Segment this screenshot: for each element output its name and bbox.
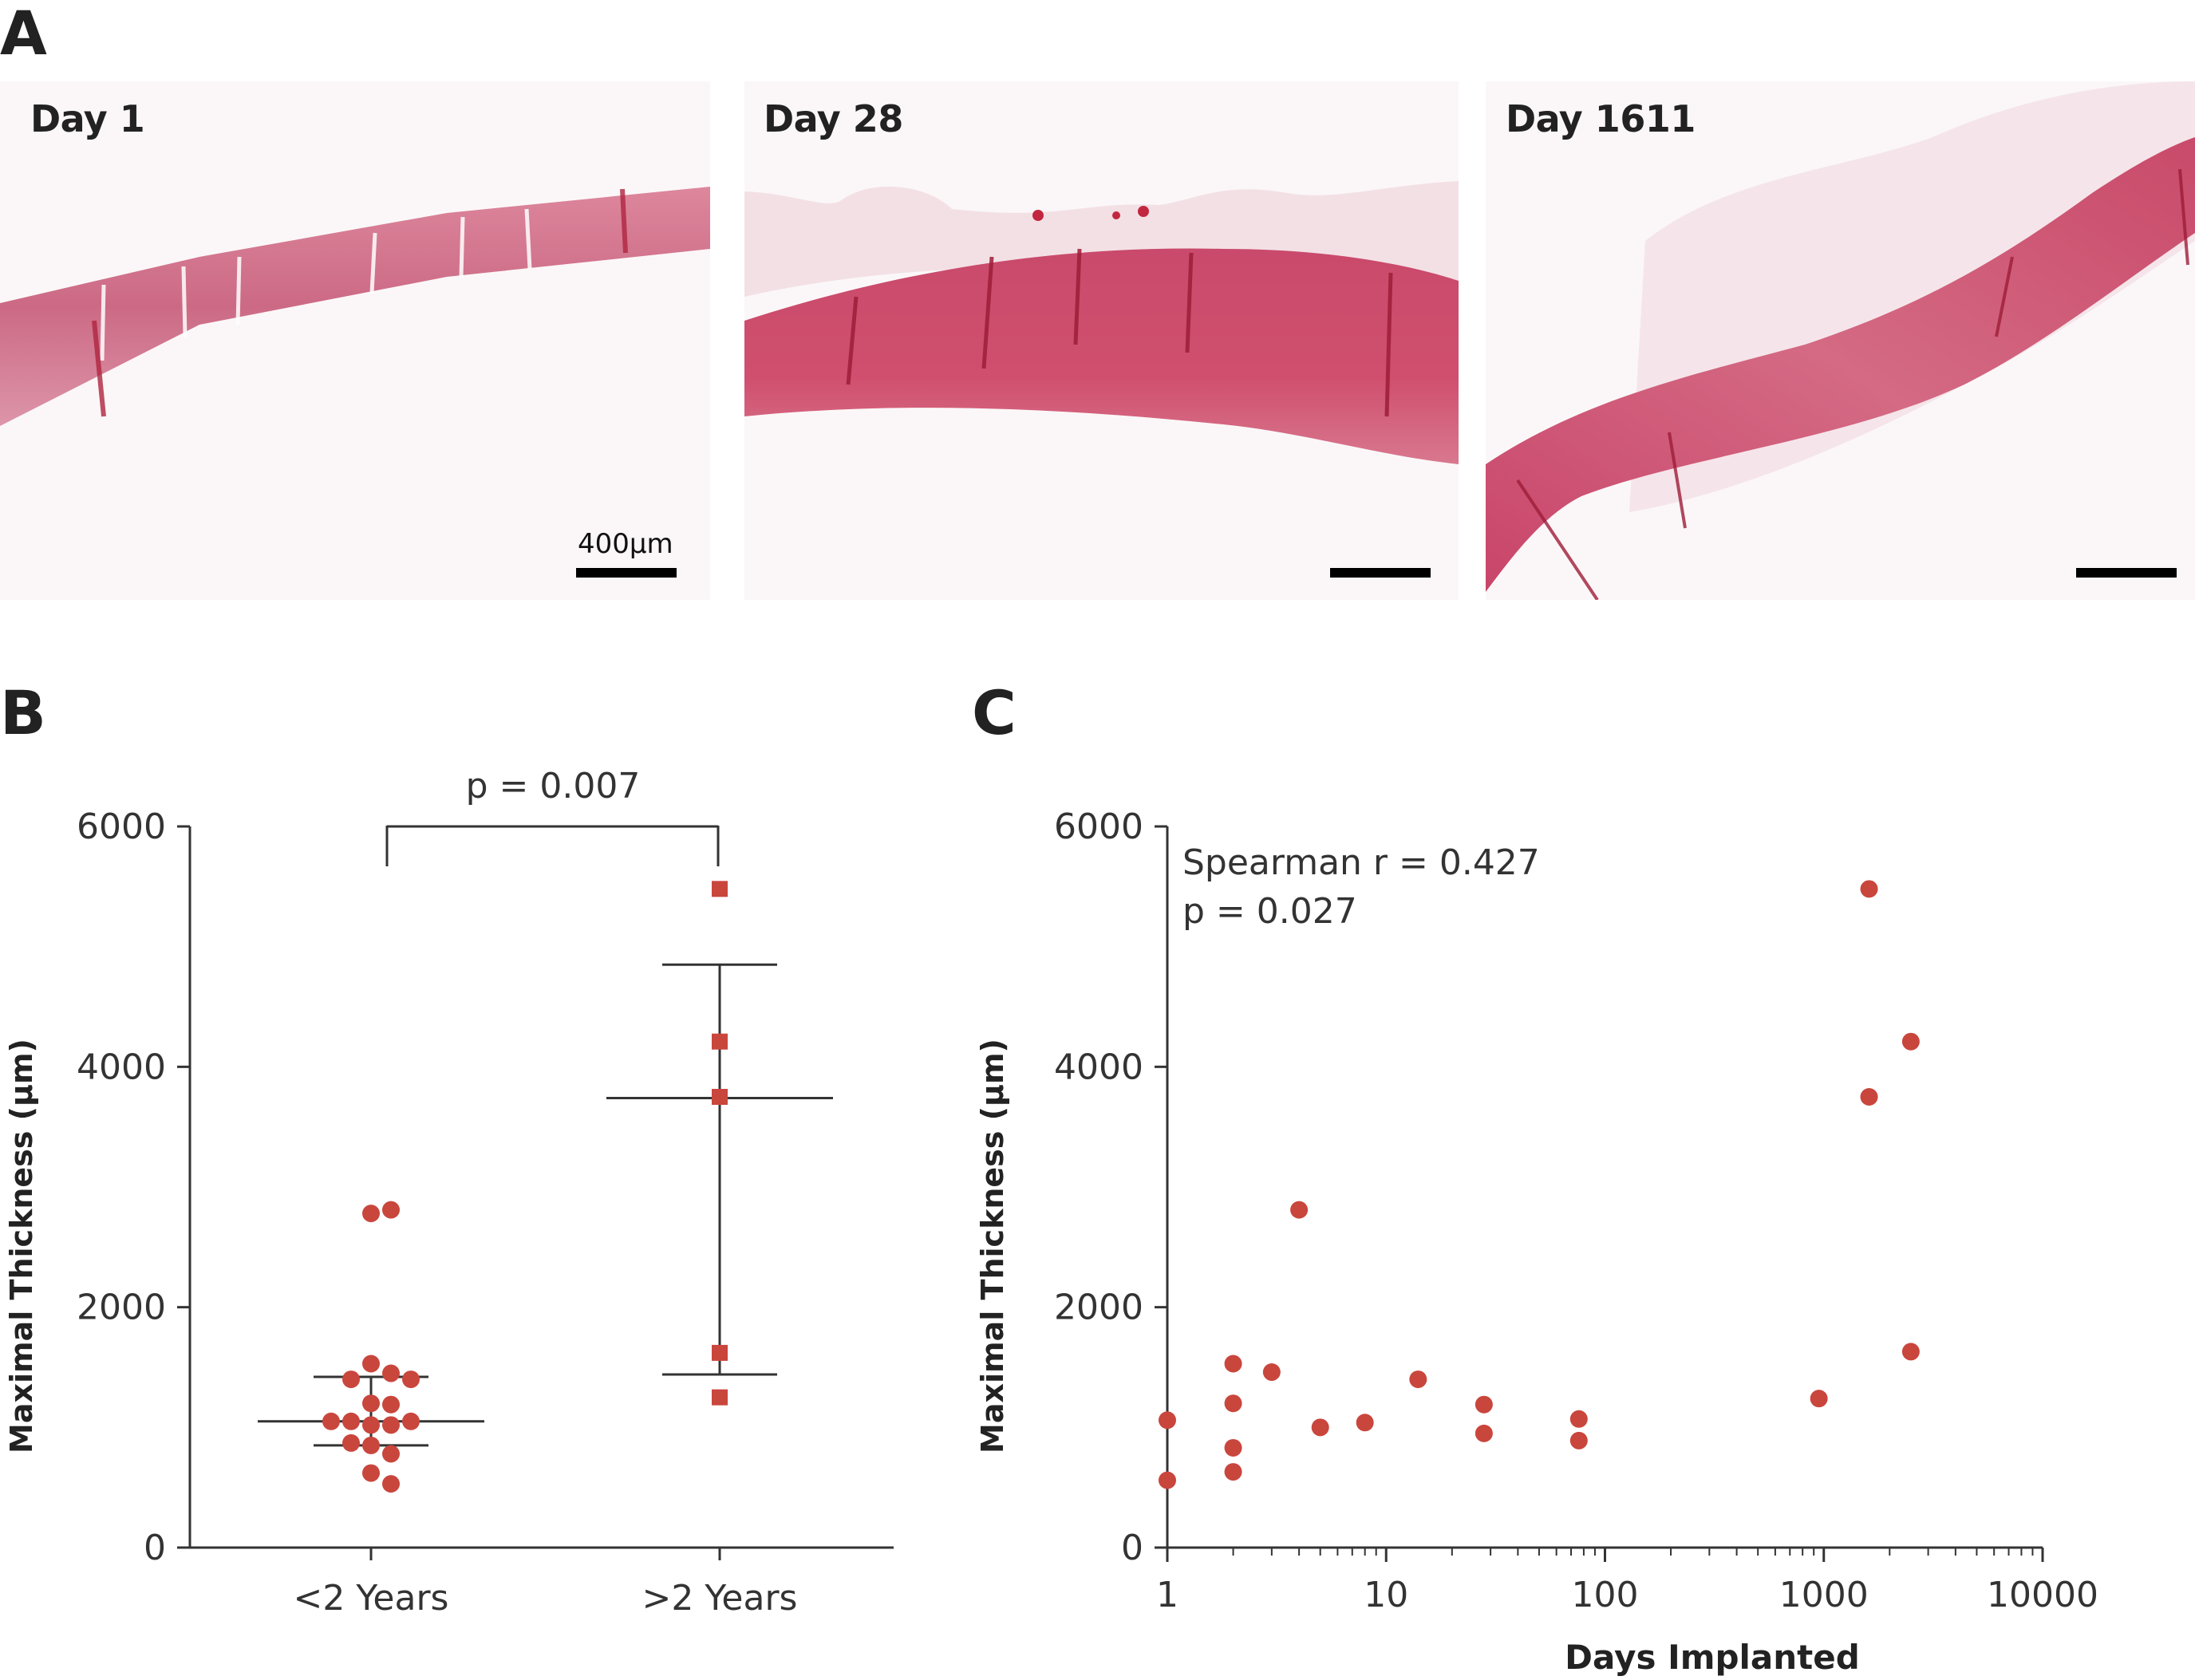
data-point [712, 1033, 728, 1050]
data-point [1901, 1032, 1920, 1051]
data-point [712, 881, 728, 897]
micrograph-label: Day 1611 [1506, 97, 1696, 140]
data-point [362, 1416, 380, 1434]
tissue-image [0, 81, 710, 600]
panel-a-letter: A [0, 0, 47, 69]
data-point [712, 1344, 728, 1361]
chart-c-axes [1166, 826, 2043, 1549]
data-point [1224, 1355, 1242, 1373]
x-tick-label: 1000 [1779, 1575, 1869, 1615]
chart-c-annotation-r: Spearman r = 0.427 [1182, 842, 1540, 883]
scalebar [1330, 568, 1431, 578]
data-point [382, 1201, 400, 1219]
scalebar-label: 400µm [578, 528, 673, 560]
data-point [1569, 1410, 1588, 1428]
y-tick-label: 2000 [77, 1288, 166, 1328]
chart-c-xlabel: Days Implanted [1565, 1638, 1860, 1677]
chart-b-pvalue: p = 0.007 [466, 766, 641, 806]
panel-c-letter: C [972, 677, 1017, 748]
scalebar [2076, 568, 2177, 578]
micrograph-day-1: Day 1 400µm [0, 81, 710, 600]
data-point [1356, 1414, 1374, 1432]
chart-c-ylabel: Maximal Thickness (µm) [975, 1039, 1010, 1453]
chart-b-ticks: 0 2000 4000 6000 <2 Years >2 Years [77, 806, 797, 1619]
data-point [342, 1434, 360, 1452]
micrograph-label: Day 1 [30, 97, 145, 140]
data-point [1409, 1370, 1427, 1389]
data-point [362, 1205, 380, 1223]
data-point [1475, 1395, 1493, 1414]
micrograph-day-1611: Day 1611 [1486, 81, 2195, 600]
y-tick-label: 4000 [1054, 1047, 1143, 1087]
data-point [382, 1416, 400, 1434]
x-tick-label: 10 [1364, 1575, 1408, 1615]
x-tick-label: <2 Years [294, 1578, 449, 1619]
chart-b: Maximal Thickness (µm) 0 2000 4000 6000 <2 Y… [4, 766, 894, 1619]
chart-c-ticks: 0 2000 4000 6000 1 10 100 1000 10000 [1054, 806, 2098, 1615]
data-point [1860, 880, 1878, 898]
micrograph-label: Day 28 [764, 97, 903, 140]
data-point [1224, 1394, 1242, 1413]
data-point [1262, 1363, 1281, 1382]
chart-b-ylabel: Maximal Thickness (µm) [4, 1039, 39, 1453]
data-point [362, 1464, 380, 1482]
y-tick-label: 6000 [1054, 806, 1143, 847]
y-tick-label: 4000 [77, 1047, 166, 1087]
data-point [322, 1412, 340, 1430]
data-point [382, 1364, 400, 1382]
data-point [1569, 1431, 1588, 1449]
chart-b-axes [188, 826, 894, 1549]
data-point [1159, 1411, 1176, 1430]
y-tick-label: 0 [1121, 1528, 1143, 1568]
y-tick-label: 0 [144, 1528, 166, 1568]
x-tick-label: 100 [1572, 1575, 1639, 1615]
y-tick-label: 2000 [1054, 1288, 1143, 1328]
data-point [362, 1394, 380, 1413]
data-point [342, 1370, 360, 1389]
micrograph-day-28: Day 28 [744, 81, 1459, 600]
chart-c: Maximal Thickness (µm) Days Implanted Sp… [975, 806, 2098, 1677]
data-point [1475, 1424, 1493, 1442]
data-point [362, 1436, 380, 1454]
data-point [712, 1389, 728, 1406]
data-point [1860, 1088, 1878, 1106]
data-point [382, 1475, 400, 1493]
tissue-image [744, 81, 1459, 600]
chart-b-marks [258, 881, 833, 1493]
data-point [1224, 1438, 1242, 1457]
data-point [1159, 1471, 1176, 1489]
y-tick-label: 6000 [77, 806, 166, 847]
x-tick-label: 1 [1156, 1575, 1178, 1615]
data-point [1224, 1463, 1242, 1481]
x-tick-label: >2 Years [642, 1578, 798, 1619]
data-point [1290, 1201, 1309, 1219]
chart-b-bracket [385, 825, 720, 866]
data-point [382, 1395, 400, 1414]
data-point [712, 1089, 728, 1105]
panel-b-letter: B [0, 677, 46, 748]
scalebar [576, 568, 677, 578]
data-point [402, 1370, 420, 1389]
data-point [1901, 1343, 1920, 1361]
data-point [402, 1412, 420, 1430]
data-point [1810, 1390, 1828, 1408]
x-tick-label: 10000 [1987, 1575, 2098, 1615]
tissue-image [1486, 81, 2195, 600]
data-point [342, 1412, 360, 1430]
chart-c-marks [1159, 880, 1920, 1489]
data-point [362, 1355, 380, 1373]
data-point [1311, 1418, 1329, 1437]
chart-c-annotation-p: p = 0.027 [1182, 891, 1357, 932]
data-point [382, 1445, 400, 1463]
